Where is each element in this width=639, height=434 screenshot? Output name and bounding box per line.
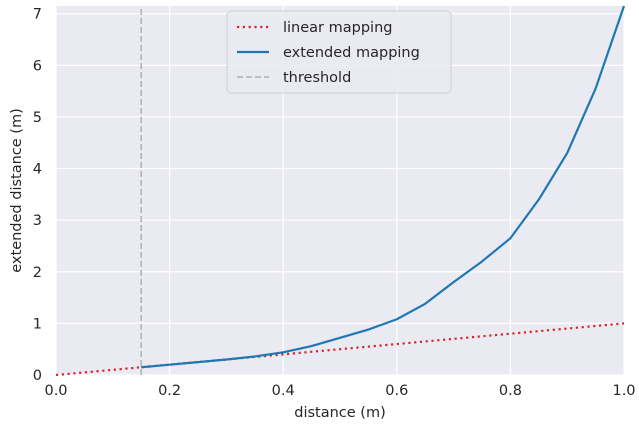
x-axis-label: distance (m) — [294, 405, 386, 421]
y-tick-label: 0 — [33, 368, 42, 384]
x-tick-label: 1.0 — [612, 383, 635, 399]
x-tick-label: 0.8 — [499, 383, 522, 399]
tick-labels: 0.0 0.2 0.4 0.6 0.8 1.0 0 1 2 3 4 5 6 7 — [33, 7, 636, 399]
y-tick-label: 2 — [33, 265, 42, 281]
x-tick-label: 0.2 — [158, 383, 181, 399]
y-tick-label: 6 — [33, 58, 42, 74]
legend-label-extended-mapping: extended mapping — [283, 45, 420, 61]
x-tick-label: 0.6 — [385, 383, 408, 399]
legend-label-threshold: threshold — [283, 70, 351, 86]
series-line-extended-mapping — [141, 5, 626, 369]
series-layer — [55, 5, 626, 377]
y-tick-label: 1 — [33, 316, 42, 332]
y-tick-label: 5 — [33, 110, 42, 126]
legend-label-linear-mapping: linear mapping — [283, 20, 392, 36]
y-tick-label: 4 — [33, 162, 42, 178]
legend: linear mapping extended mapping threshold — [226, 10, 452, 94]
y-tick-label: 3 — [33, 213, 42, 229]
legend-box — [226, 10, 452, 94]
series-line-linear-mapping — [55, 322, 625, 377]
y-axis-label: extended distance (m) — [9, 108, 25, 272]
x-tick-label: 0.0 — [44, 383, 67, 399]
x-tick-label: 0.4 — [272, 383, 295, 399]
y-tick-label: 7 — [33, 7, 42, 23]
